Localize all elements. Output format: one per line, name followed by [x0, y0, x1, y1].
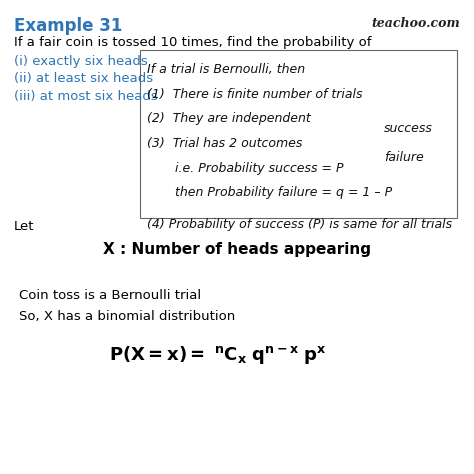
Text: Let: Let [14, 220, 35, 233]
Text: then Probability failure = q = 1 – P: then Probability failure = q = 1 – P [147, 186, 392, 199]
Text: Coin toss is a Bernoulli trial: Coin toss is a Bernoulli trial [19, 289, 201, 302]
Text: (ii) at least six heads: (ii) at least six heads [14, 72, 154, 85]
Text: (4) Probability of success (P) is same for all trials: (4) Probability of success (P) is same f… [147, 219, 452, 231]
Text: $\mathbf{P(X = x) =\ ^nC_x\ q^{n-x}\ p^x}$: $\mathbf{P(X = x) =\ ^nC_x\ q^{n-x}\ p^x… [109, 344, 327, 365]
Text: (iii) at most six heads: (iii) at most six heads [14, 90, 158, 103]
Text: (3)  Trial has 2 outcomes: (3) Trial has 2 outcomes [147, 137, 302, 150]
Text: failure: failure [384, 151, 424, 164]
Text: (1)  There is finite number of trials: (1) There is finite number of trials [147, 88, 363, 100]
Text: i.e. Probability success = P: i.e. Probability success = P [147, 162, 344, 174]
Text: teachoo.com: teachoo.com [371, 17, 460, 29]
Text: (i) exactly six heads: (i) exactly six heads [14, 55, 148, 67]
Text: Example 31: Example 31 [14, 17, 123, 35]
Text: (2)  They are independent: (2) They are independent [147, 112, 310, 125]
Text: If a trial is Bernoulli, then: If a trial is Bernoulli, then [147, 63, 305, 76]
Text: X : Number of heads appearing: X : Number of heads appearing [103, 242, 371, 257]
Text: If a fair coin is tossed 10 times, find the probability of: If a fair coin is tossed 10 times, find … [14, 36, 372, 48]
Text: So, X has a binomial distribution: So, X has a binomial distribution [19, 310, 235, 323]
Text: success: success [384, 122, 433, 135]
